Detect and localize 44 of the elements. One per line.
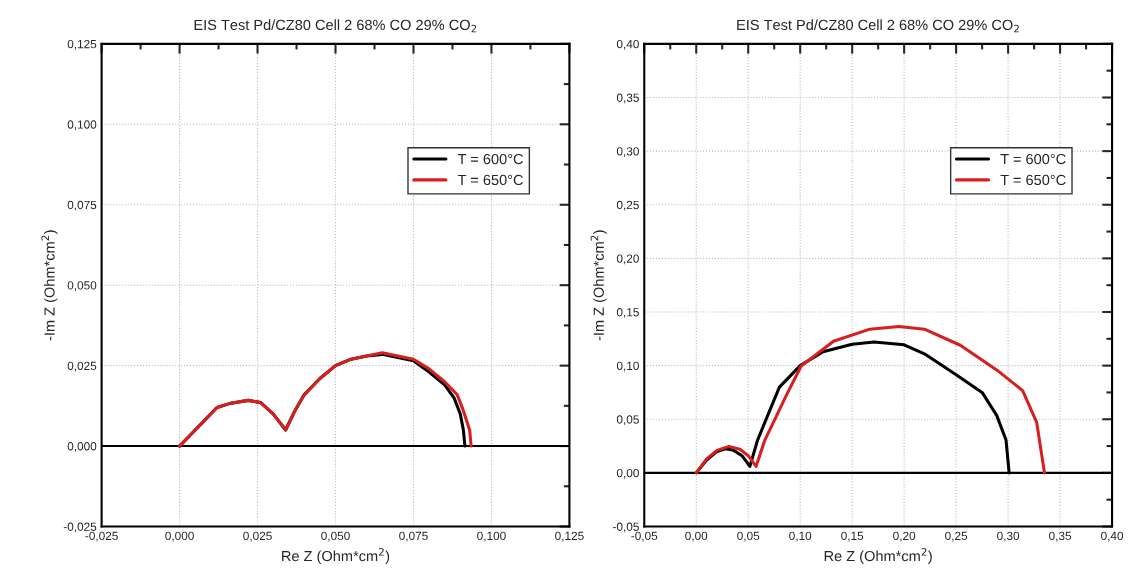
- y-tick-label: 0,10: [616, 361, 639, 372]
- y-tick-label: 0,20: [616, 254, 639, 265]
- x-tick-label: 0,000: [165, 531, 194, 542]
- legend-label: T = 600°C: [457, 153, 523, 165]
- x-tick-label: 0,075: [399, 531, 428, 542]
- y-tick-label: -0,05: [613, 522, 639, 533]
- y-tick-label: 0,05: [616, 415, 639, 426]
- chart-title: EIS Test Pd/CZ80 Cell 2 68% CO 29% CO$_{2}$: [194, 19, 477, 33]
- legend-label: T = 600°C: [1000, 153, 1066, 165]
- x-tick-label: 0,15: [841, 531, 864, 542]
- x-tick-label: 0,40: [1101, 531, 1124, 542]
- x-tick-label: -0,025: [85, 531, 118, 542]
- chart-title: EIS Test Pd/CZ80 Cell 2 68% CO 29% CO$_{2}$: [737, 19, 1019, 33]
- x-tick-label: 0,125: [555, 531, 584, 542]
- y-tick-label: 0,25: [616, 200, 639, 211]
- y-tick-label: 0,15: [616, 308, 639, 318]
- y-tick-label: 0,100: [67, 120, 97, 131]
- x-tick-label: 0,05: [737, 531, 760, 542]
- legend-label: T = 650°C: [1000, 174, 1066, 186]
- x-tick-label: 0,30: [997, 531, 1020, 542]
- x-tick-label: 0,100: [477, 531, 506, 542]
- y-tick-label: 0,125: [67, 39, 97, 50]
- x-axis-title: Re Z (Ohm*cm$^{2}$): [824, 547, 932, 565]
- y-tick-label: -0,025: [63, 522, 97, 533]
- y-axis-title: -Im Z (Ohm*cm$^{2}$): [41, 230, 58, 341]
- x-tick-label: 0,20: [893, 531, 916, 542]
- x-tick-label: -0,05: [631, 531, 658, 542]
- x-axis-title: Re Z (Ohm*cm$^{2}$): [282, 547, 390, 565]
- y-tick-label: 0,35: [616, 93, 639, 104]
- y-axis-title: -Im Z (Ohm*cm$^{2}$): [590, 230, 607, 341]
- legend-label: T = 650°C: [457, 174, 523, 186]
- y-tick-label: 0,075: [67, 200, 97, 211]
- y-tick-label: 0,40: [616, 39, 639, 50]
- x-tick-label: 0,35: [1049, 531, 1072, 542]
- x-tick-label: 0,025: [243, 531, 272, 542]
- x-tick-label: 0,25: [945, 531, 968, 542]
- y-tick-label: 0,00: [616, 468, 639, 479]
- x-tick-label: 0,050: [321, 531, 350, 542]
- y-tick-label: 0,000: [67, 442, 97, 452]
- y-tick-label: 0,025: [67, 361, 97, 372]
- y-tick-label: 0,30: [616, 147, 639, 157]
- y-tick-label: 0,050: [67, 281, 97, 291]
- x-tick-label: 0,00: [685, 531, 708, 542]
- x-tick-label: 0,10: [789, 531, 812, 542]
